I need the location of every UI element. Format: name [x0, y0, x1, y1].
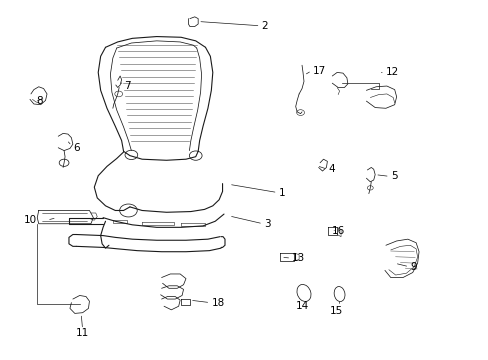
Text: 15: 15: [329, 306, 342, 316]
Text: 3: 3: [264, 219, 270, 229]
Text: 9: 9: [409, 262, 416, 272]
Text: 13: 13: [292, 253, 305, 263]
Text: 16: 16: [331, 226, 345, 236]
Text: 18: 18: [211, 298, 224, 308]
Text: 5: 5: [390, 171, 397, 181]
Text: 1: 1: [278, 188, 285, 198]
Text: 6: 6: [73, 143, 80, 153]
Text: 12: 12: [385, 67, 398, 77]
Text: 8: 8: [36, 96, 42, 106]
Text: 2: 2: [261, 21, 267, 31]
Text: 7: 7: [124, 81, 130, 91]
Text: 11: 11: [76, 328, 89, 338]
Text: 4: 4: [328, 164, 334, 174]
Text: 10: 10: [24, 215, 37, 225]
Text: 14: 14: [295, 301, 308, 311]
Text: 17: 17: [312, 66, 325, 76]
